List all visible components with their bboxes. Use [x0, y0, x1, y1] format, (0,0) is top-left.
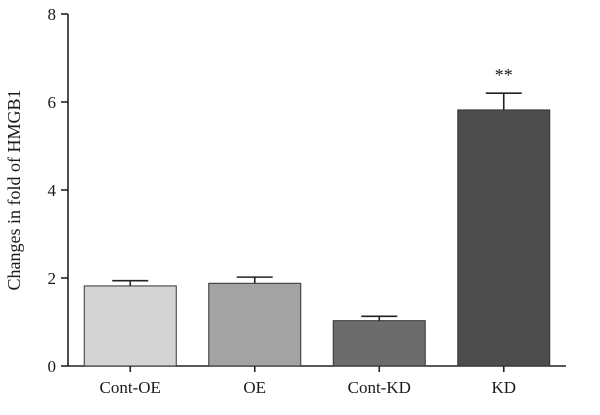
y-axis: 0 2 4 6 8: [48, 5, 69, 376]
bar-kd: [457, 109, 551, 367]
y-tick-label: 4: [48, 181, 57, 200]
x-tick-label: Cont-OE: [100, 378, 161, 397]
x-axis: Cont-OE OE Cont-KD KD: [68, 365, 566, 397]
bar-cont-oe: [83, 285, 177, 367]
y-tick-label: 2: [48, 269, 57, 288]
y-tick-label: 8: [48, 5, 57, 24]
y-axis-title: Changes in fold of HMGB1: [4, 90, 24, 291]
y-tick-label: 0: [48, 357, 57, 376]
bar-cont-kd: [332, 320, 426, 367]
x-tick-label: KD: [491, 378, 516, 397]
y-tick-label: 6: [48, 93, 57, 112]
x-tick-label: Cont-KD: [348, 378, 411, 397]
bar-oe: [208, 282, 302, 367]
bars-group: **: [83, 65, 551, 367]
x-tick-label: OE: [243, 378, 266, 397]
significance-label: **: [495, 65, 513, 85]
